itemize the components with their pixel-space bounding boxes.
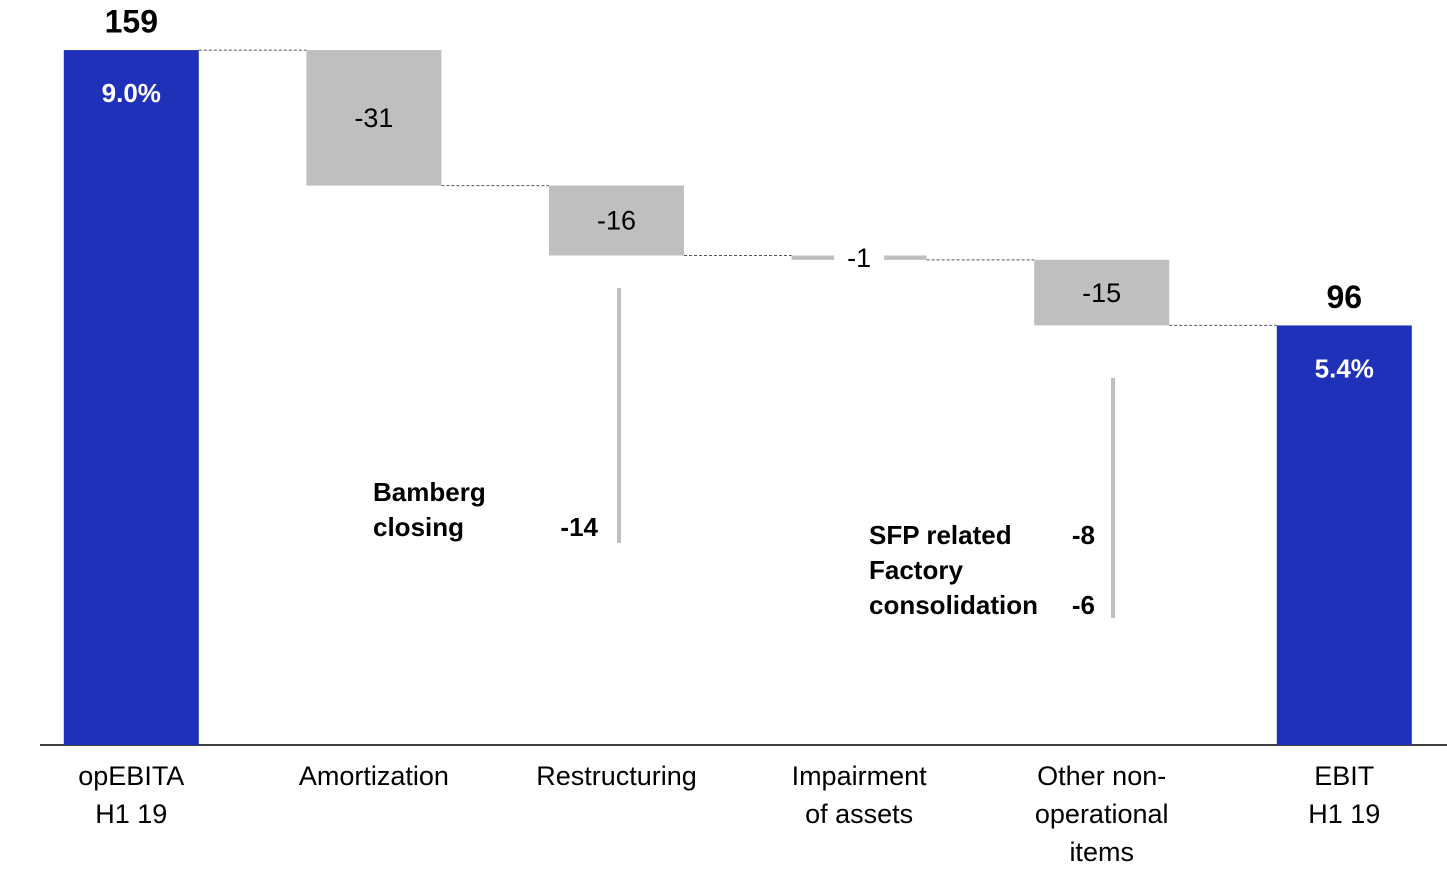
- label-bg: [834, 241, 885, 274]
- margin-label: 5.4%: [1315, 353, 1374, 383]
- annotation-label: consolidation: [869, 590, 1038, 620]
- margin-label: 9.0%: [102, 78, 161, 108]
- value-label: -1: [847, 243, 871, 273]
- bar: [549, 185, 684, 256]
- x-tick-label: of assets: [805, 799, 913, 829]
- x-tick-label: Restructuring: [536, 761, 697, 791]
- annotation-label: Bamberg: [373, 477, 486, 507]
- annotation-value: -8: [1072, 520, 1095, 550]
- total-label: 159: [105, 4, 158, 40]
- bar: [63, 50, 199, 745]
- bar: [1276, 325, 1412, 745]
- x-tick-label: Amortization: [299, 761, 449, 791]
- x-tick-label: Impairment: [792, 761, 928, 791]
- value-label: -31: [354, 103, 393, 133]
- x-tick-label: EBIT: [1314, 761, 1374, 791]
- total-label: 96: [1327, 279, 1363, 315]
- x-tick-label: opEBITA: [78, 761, 184, 791]
- bar: [1034, 259, 1170, 326]
- annotation-value: -6: [1072, 590, 1095, 620]
- x-tick-label: operational: [1035, 799, 1169, 829]
- x-tick-label: H1 19: [95, 799, 167, 829]
- x-tick-label: items: [1069, 837, 1134, 867]
- annotation-value: -14: [560, 512, 598, 542]
- bar: [306, 50, 442, 186]
- x-tick-label: Other non-: [1037, 761, 1166, 791]
- value-label: -15: [1082, 278, 1121, 308]
- annotation-label: Factory: [869, 555, 963, 585]
- x-tick-label: H1 19: [1308, 799, 1380, 829]
- annotation-label: closing: [373, 512, 464, 542]
- value-label: -16: [597, 206, 636, 236]
- annotation-label: SFP related: [869, 520, 1012, 550]
